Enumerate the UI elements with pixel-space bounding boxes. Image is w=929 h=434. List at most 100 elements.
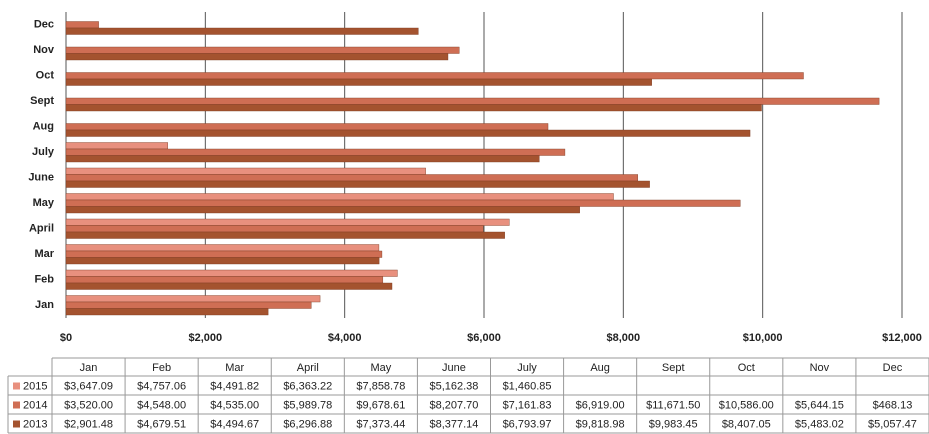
- table-cell: $2,901.48: [64, 418, 113, 430]
- table-cell: $4,679.51: [137, 418, 186, 430]
- bar: [65, 301, 312, 309]
- table-cell: $10,586.00: [719, 399, 774, 411]
- bar: [65, 129, 751, 137]
- bar: [65, 282, 393, 290]
- bar: [65, 250, 383, 258]
- y-tick-label: Feb: [34, 274, 54, 286]
- bar: [65, 97, 880, 105]
- y-tick-label: Dec: [34, 19, 54, 31]
- table-cell: $5,057.47: [868, 418, 917, 430]
- table-cell: $9,678.61: [356, 399, 405, 411]
- table-header: Sept: [662, 362, 685, 374]
- table-cell: $8,207.70: [429, 399, 478, 411]
- table-header: Dec: [883, 362, 903, 374]
- table-header: Jan: [80, 362, 98, 374]
- table-cell: $5,989.78: [283, 399, 332, 411]
- y-tick-label: Aug: [33, 121, 54, 133]
- table-cell: $3,647.09: [64, 380, 113, 392]
- bar: [65, 244, 380, 252]
- bar: [65, 231, 505, 239]
- bar: [65, 72, 804, 80]
- bar: [65, 257, 380, 265]
- bar: [65, 104, 762, 112]
- bar: [65, 199, 741, 207]
- y-tick-label: Mar: [34, 248, 54, 260]
- table-cell: $9,983.45: [649, 418, 698, 430]
- table-header: Nov: [810, 362, 830, 374]
- y-tick-label: Jan: [35, 299, 54, 311]
- table-header: Aug: [590, 362, 610, 374]
- table-cell: $468.13: [873, 399, 913, 411]
- bar: [65, 53, 449, 61]
- table-cell: $6,919.00: [576, 399, 625, 411]
- table-header: April: [297, 362, 319, 374]
- y-tick-label: July: [32, 146, 55, 158]
- table-cell: $8,407.05: [722, 418, 771, 430]
- y-tick-label: May: [33, 197, 55, 209]
- table-cell: $8,377.14: [429, 418, 478, 430]
- y-tick-label: Nov: [33, 44, 55, 56]
- x-tick-label: $8,000: [607, 332, 641, 344]
- table-cell: $4,548.00: [137, 399, 186, 411]
- table-cell: $5,483.02: [795, 418, 844, 430]
- table-header: Mar: [225, 362, 244, 374]
- bar: [65, 167, 426, 175]
- bar: [65, 180, 650, 188]
- table-cell: $7,858.78: [356, 380, 405, 392]
- y-tick-label: Oct: [36, 70, 55, 82]
- legend-swatch: [13, 401, 20, 409]
- legend-label: 2013: [23, 418, 47, 430]
- bar: [65, 155, 540, 163]
- table-cell: $6,363.22: [283, 380, 332, 392]
- y-tick-label: June: [28, 172, 54, 184]
- bar: [65, 225, 484, 233]
- bar: [65, 193, 614, 201]
- table-cell: $1,460.85: [503, 380, 552, 392]
- x-tick-label: $6,000: [467, 332, 501, 344]
- bar: [65, 78, 652, 86]
- y-tick-label: April: [29, 223, 54, 235]
- table-cell: $4,491.82: [210, 380, 259, 392]
- bar: [65, 21, 99, 29]
- legend-label: 2014: [23, 399, 47, 411]
- table-header: July: [517, 362, 537, 374]
- x-tick-label: $4,000: [328, 332, 362, 344]
- bar: [65, 308, 269, 316]
- bar: [65, 27, 419, 35]
- bar: [65, 218, 510, 226]
- table-cell: $4,535.00: [210, 399, 259, 411]
- bar: [65, 269, 398, 277]
- table-cell: $7,373.44: [356, 418, 405, 430]
- y-tick-label: Sept: [30, 95, 54, 107]
- x-tick-label: $12,000: [882, 332, 922, 344]
- bar: [65, 123, 549, 131]
- x-tick-label: $2,000: [189, 332, 223, 344]
- bar: [65, 174, 639, 182]
- table-header: June: [442, 362, 466, 374]
- legend-swatch: [13, 420, 20, 428]
- table-cell: $5,162.38: [429, 380, 478, 392]
- table-cell: $6,296.88: [283, 418, 332, 430]
- x-tick-label: $0: [60, 332, 72, 344]
- table-header: Oct: [738, 362, 755, 374]
- legend-label: 2015: [23, 380, 47, 392]
- table-cell: $4,494.67: [210, 418, 259, 430]
- bar: [65, 142, 168, 150]
- bar: [65, 295, 321, 303]
- table-cell: $11,671.50: [646, 399, 700, 411]
- legend-swatch: [13, 382, 20, 390]
- bar: [65, 46, 460, 54]
- table-cell: $6,793.97: [503, 418, 552, 430]
- table-cell: $3,520.00: [64, 399, 113, 411]
- bar: [65, 206, 580, 214]
- table-header: Feb: [152, 362, 171, 374]
- bar: [65, 276, 384, 284]
- table-cell: $9,818.98: [576, 418, 625, 430]
- table-cell: $5,644.15: [795, 399, 844, 411]
- bar: [65, 148, 566, 156]
- table-cell: $4,757.06: [137, 380, 186, 392]
- table-cell: $7,161.83: [503, 399, 552, 411]
- table-header: May: [370, 362, 391, 374]
